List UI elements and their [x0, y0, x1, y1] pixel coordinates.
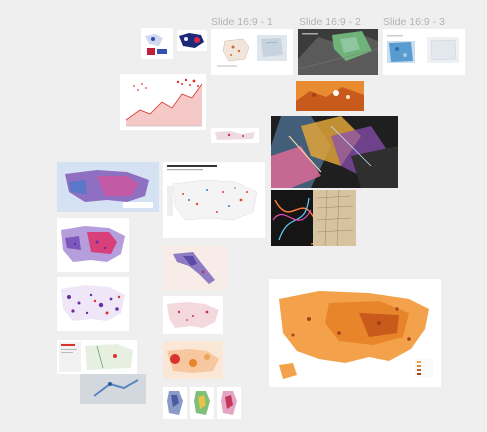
thumbnail-dark-city-map[interactable]	[271, 116, 398, 188]
thumbnail-tall-map-3[interactable]	[217, 387, 241, 419]
thumbnail-us-map-pink[interactable]	[163, 296, 223, 334]
thumbnail-small-map-1[interactable]	[141, 28, 173, 59]
slide-1-frame[interactable]	[211, 29, 293, 75]
slide-2-frame[interactable]	[298, 29, 378, 75]
thumbnail-economic-output-map[interactable]	[163, 162, 265, 238]
thumbnail-us-map-purple-red[interactable]	[57, 218, 129, 272]
thumbnail-tall-map-2[interactable]	[190, 387, 214, 419]
frame-label-slide-2[interactable]: Slide 16:9 - 2	[299, 16, 361, 28]
thumbnail-us-map-purple-dots[interactable]	[57, 277, 129, 331]
thumbnail-tall-map-1[interactable]	[163, 387, 187, 419]
frame-label-slide-1[interactable]: Slide 16:9 - 1	[211, 16, 273, 28]
thumbnail-us-map-blue[interactable]	[57, 162, 159, 212]
thumbnail-orange-map[interactable]	[296, 81, 364, 111]
thumbnail-line-chart[interactable]	[120, 74, 206, 130]
thumbnail-gray-map[interactable]	[80, 374, 146, 404]
thumbnail-italy-map[interactable]	[163, 246, 227, 290]
frame-label-slide-3[interactable]: Slide 16:9 - 3	[383, 16, 445, 28]
thumbnail-heat-map[interactable]	[163, 341, 223, 379]
thumbnail-large-us-orange-map[interactable]	[269, 279, 441, 387]
thumbnail-small-strip-map[interactable]	[211, 128, 259, 143]
slide-3-frame[interactable]	[383, 29, 465, 75]
thumbnail-small-map-2[interactable]	[177, 30, 207, 51]
thumbnail-dark-trails-map[interactable]	[271, 190, 356, 246]
thumbnail-map-with-panel[interactable]	[57, 340, 137, 374]
